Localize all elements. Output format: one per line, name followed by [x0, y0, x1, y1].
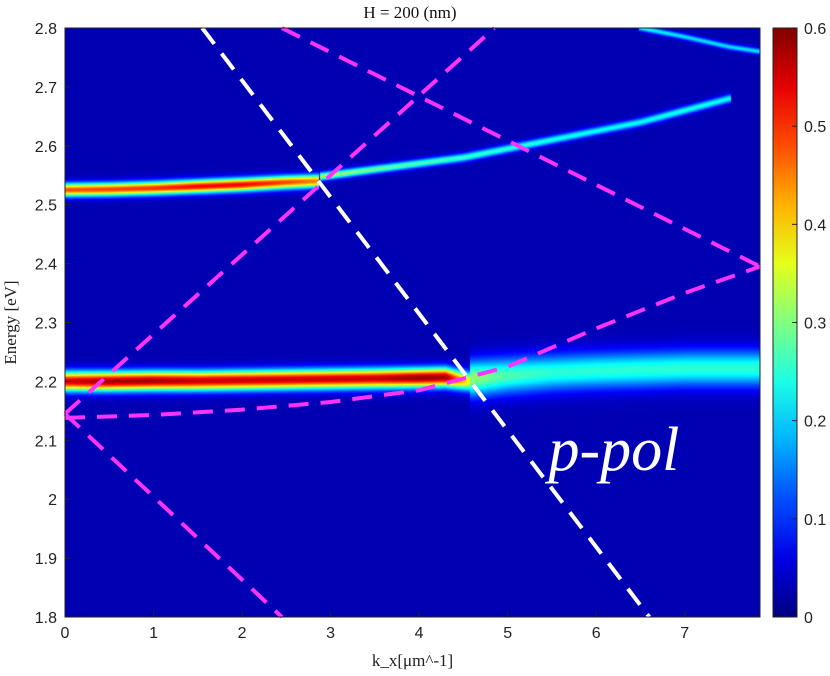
colorbar-tick-label: 0.6	[804, 21, 826, 38]
x-tick-label: 5	[503, 625, 512, 642]
y-tick-label: 2.8	[35, 21, 57, 38]
plot-area	[65, 28, 760, 617]
y-tick-label: 2.3	[35, 316, 57, 333]
x-tick-label: 0	[61, 625, 70, 642]
x-tick-label: 7	[680, 625, 689, 642]
colorbar-tick-label: 0.4	[804, 217, 826, 234]
x-axis: 0 1 2 3 4 5 6 7	[61, 611, 689, 642]
x-tick-label: 4	[415, 625, 424, 642]
x-tick-label: 3	[326, 625, 335, 642]
x-tick-label: 6	[592, 625, 601, 642]
x-tick-label: 2	[238, 625, 247, 642]
y-tick-label: 2.2	[35, 374, 57, 391]
y-tick-label: 2.1	[35, 433, 57, 450]
x-tick-label: 1	[149, 625, 158, 642]
y-tick-label: 2.6	[35, 139, 57, 156]
colorbar-tick-label: 0.5	[804, 119, 826, 136]
colorbar-tick-label: 0.1	[804, 512, 826, 529]
colorbar: 0 0.1 0.2 0.3 0.4 0.5 0.6	[772, 21, 826, 627]
y-tick-label: 2.7	[35, 80, 57, 97]
chart-title: H = 200 (nm)	[363, 3, 456, 22]
dashed-line-3	[63, 412, 284, 619]
heatmap-raster	[65, 28, 760, 617]
y-tick-label: 2.5	[35, 198, 57, 215]
overlay-lines	[63, 26, 761, 619]
x-axis-label: k_x[μm^-1]	[372, 651, 453, 670]
polarization-annotation: p-pol	[544, 416, 679, 484]
colorbar-tick-label: 0.3	[804, 316, 826, 333]
dashed-line-0	[200, 26, 651, 619]
colorbar-tick-label: 0	[804, 610, 813, 627]
y-axis-label: Energy [eV]	[1, 280, 20, 364]
y-tick-label: 1.9	[35, 551, 57, 568]
dashed-line-1	[63, 26, 496, 416]
colorbar-tick-label: 0.2	[804, 414, 826, 431]
dashed-line-2	[281, 26, 761, 269]
dashed-line-4	[64, 264, 761, 420]
y-tick-label: 2.4	[35, 257, 57, 274]
y-axis: 1.8 1.9 2 2.1 2.2 2.3 2.4 2.5 2.6 2.7 2.8	[35, 21, 71, 627]
y-tick-label: 1.8	[35, 610, 57, 627]
y-tick-label: 2	[48, 492, 57, 509]
